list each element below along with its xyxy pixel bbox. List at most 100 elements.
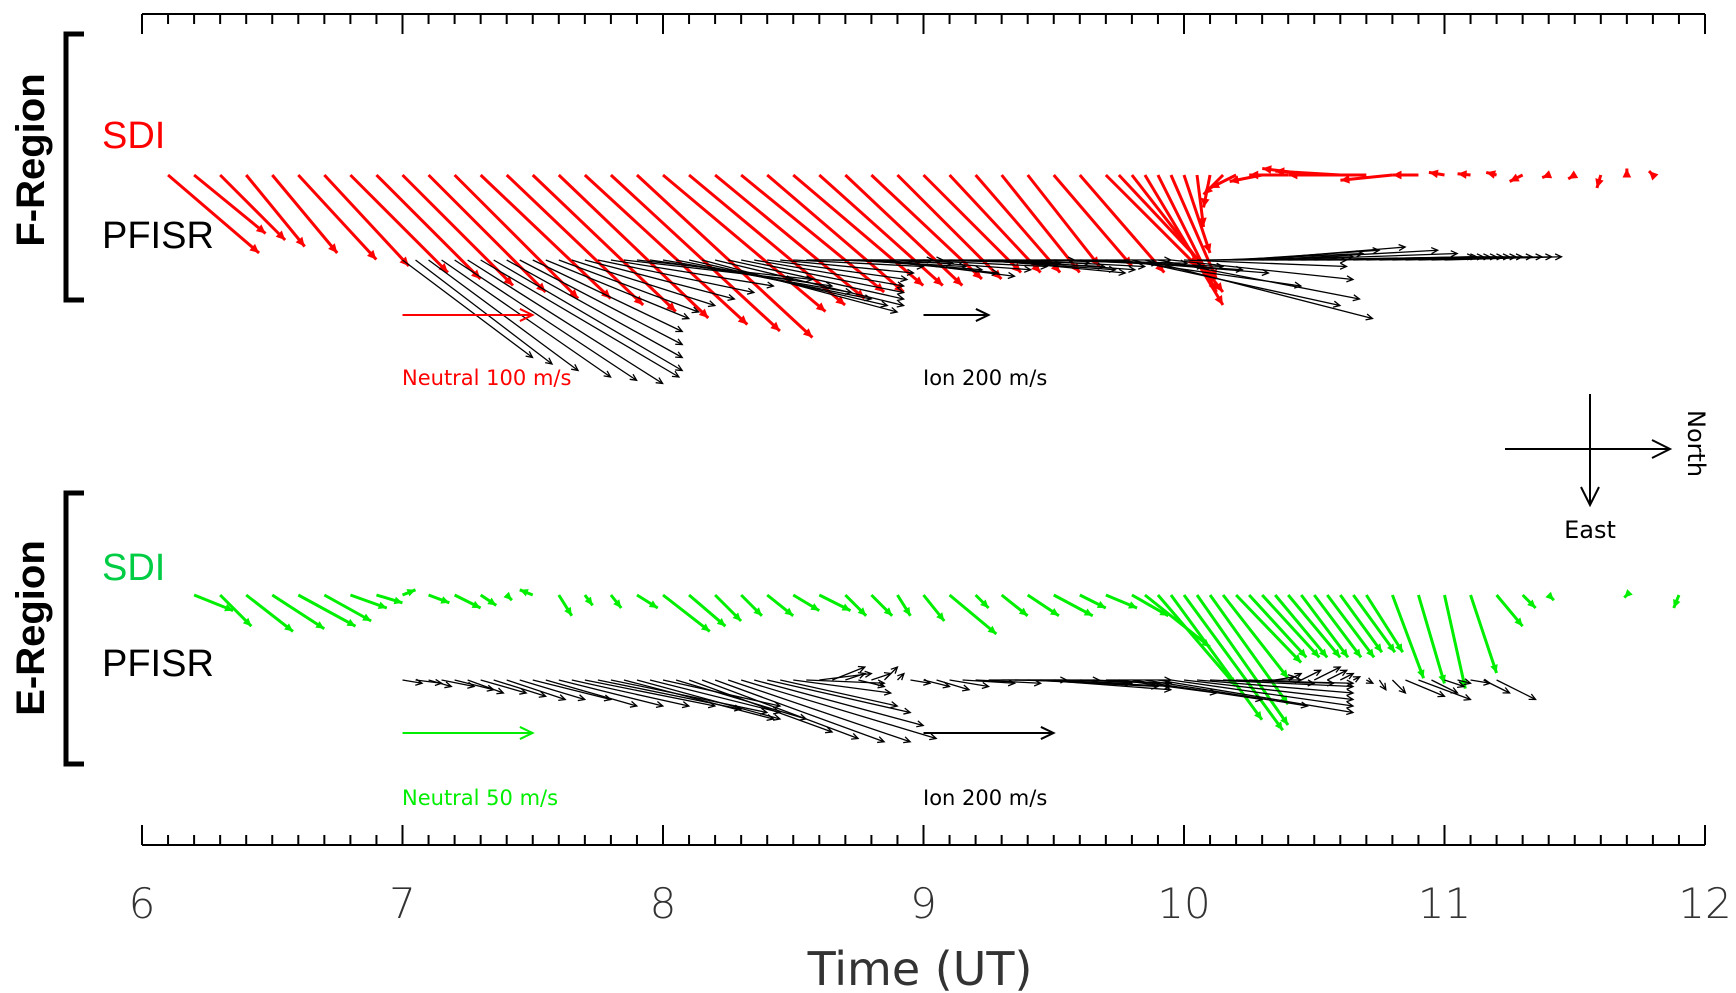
vector-arrow	[793, 679, 893, 696]
vector-arrow	[1352, 676, 1362, 683]
vector-arrow	[1417, 594, 1446, 684]
vector-arrow	[974, 174, 1062, 274]
vector-arrow	[428, 679, 453, 689]
vector-arrow	[636, 593, 659, 610]
e-sdi-vectors	[193, 588, 1681, 732]
scale-arrow	[923, 726, 1056, 740]
vector-arrow	[1444, 679, 1466, 689]
vector-arrow	[1339, 594, 1384, 654]
vector-arrow	[1143, 174, 1225, 306]
vector-arrow	[1521, 593, 1537, 610]
vector-arrow	[818, 173, 944, 287]
vector-arrow	[467, 259, 664, 385]
vector-arrow	[949, 679, 991, 690]
top-axis	[141, 13, 1706, 34]
vector-arrow	[415, 259, 554, 365]
vector-arrow	[531, 173, 677, 313]
vector-arrow	[988, 259, 1127, 277]
f-sdi-vectors	[167, 165, 1659, 339]
vector-arrow	[1300, 669, 1323, 681]
vector-arrow	[818, 593, 852, 612]
vector-arrow	[571, 679, 691, 709]
vector-layer	[167, 165, 1681, 744]
vector-arrow	[545, 259, 691, 320]
vector-arrow	[1287, 672, 1303, 681]
x-tick-label: 10	[1157, 879, 1210, 928]
vector-arrow	[1622, 168, 1632, 178]
vector-arrow	[271, 593, 326, 631]
vector-arrow	[870, 593, 894, 617]
vector-arrow	[505, 173, 645, 307]
vector-arrow	[1595, 174, 1604, 189]
vector-arrow	[1313, 594, 1363, 659]
vector-arrow	[1288, 170, 1367, 180]
vector-arrow	[832, 665, 867, 681]
vector-arrow	[767, 259, 909, 283]
vector-arrow	[558, 259, 700, 314]
vector-arrow	[1014, 259, 1147, 270]
vector-arrow	[1183, 679, 1355, 703]
vector-arrow	[701, 679, 860, 740]
vector-arrow	[1144, 259, 1374, 321]
vector-arrow	[845, 671, 867, 681]
x-tick-label: 8	[650, 879, 677, 928]
vector-arrow	[1182, 594, 1285, 732]
vector-arrow	[245, 174, 306, 248]
vector-arrow	[1444, 253, 1563, 261]
vector-arrow	[1275, 250, 1459, 261]
f-region-label: F-Region	[9, 73, 53, 246]
vector-arrow	[1195, 594, 1290, 726]
vector-arrow	[792, 593, 821, 612]
vector-arrow	[1352, 594, 1397, 654]
vector-arrow	[883, 665, 899, 681]
scale-arrow	[923, 308, 991, 322]
vector-arrow	[727, 679, 912, 744]
vector-arrow	[532, 259, 684, 333]
e-sdi-label: SDI	[102, 547, 165, 589]
vector-arrow	[766, 593, 795, 617]
vector-arrow	[1365, 677, 1375, 684]
vector-arrow	[557, 173, 710, 320]
vector-arrow	[974, 593, 990, 610]
vector-arrow	[948, 593, 998, 636]
vector-arrow	[688, 593, 727, 628]
compass-east-label: East	[1564, 516, 1616, 544]
e-region-bracket	[63, 490, 84, 767]
vector-arrow	[1457, 678, 1472, 686]
vector-arrow	[1623, 589, 1633, 599]
vector-arrow	[1496, 679, 1537, 701]
vector-arrow	[271, 174, 339, 254]
x-tick-label: 12	[1678, 879, 1731, 928]
scale-arrow	[402, 308, 535, 322]
vector-arrow	[506, 259, 684, 359]
vector-arrow	[714, 259, 906, 308]
e-pfisr-scale-label: Ion 200 m/s	[923, 786, 1047, 810]
vector-arrow	[557, 594, 574, 617]
vector-arrow	[349, 173, 449, 274]
f-sdi-scale-label: Neutral 100 m/s	[402, 366, 571, 390]
vector-arrow	[427, 173, 547, 294]
vector-arrow	[532, 679, 613, 702]
vector-arrow	[1157, 259, 1361, 302]
vector-arrow	[1182, 174, 1212, 254]
vector-arrow	[454, 259, 638, 382]
vector-arrow	[467, 679, 505, 695]
scale-legends	[402, 308, 1056, 740]
vector-arrow	[741, 259, 906, 295]
vector-arrow	[503, 591, 513, 602]
vector-arrow	[780, 259, 915, 277]
e-pfisr-vectors	[402, 665, 1537, 744]
vector-arrow	[376, 593, 403, 605]
vector-arrow	[1647, 170, 1659, 181]
vector-arrow	[193, 593, 234, 612]
vector-arrow	[558, 679, 665, 709]
vector-arrow	[701, 259, 899, 314]
vector-arrow	[1495, 594, 1524, 628]
vector-arrow	[910, 678, 932, 686]
f-pfisr-label: PFISR	[102, 215, 214, 257]
vector-arrow	[1392, 170, 1419, 180]
vector-arrow	[493, 259, 684, 372]
vector-arrow	[1209, 173, 1237, 190]
vector-arrow	[923, 679, 951, 689]
vector-arrow	[219, 173, 287, 242]
